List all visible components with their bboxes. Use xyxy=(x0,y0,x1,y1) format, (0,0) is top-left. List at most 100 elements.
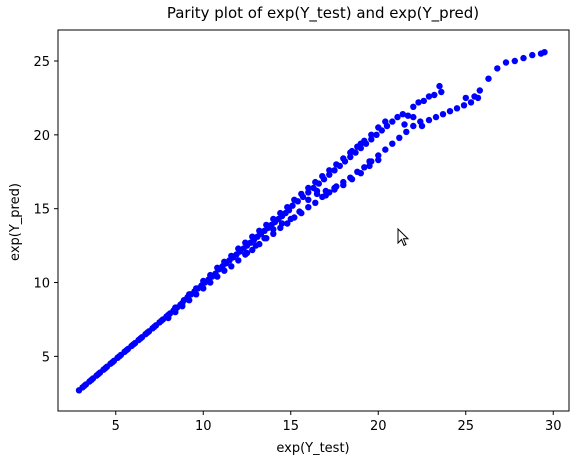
data-point xyxy=(389,118,396,125)
data-point xyxy=(278,220,286,227)
data-point xyxy=(158,317,165,325)
data-point xyxy=(261,235,268,242)
data-point xyxy=(382,146,389,153)
data-point xyxy=(193,291,200,298)
data-point xyxy=(373,131,380,138)
data-point xyxy=(432,113,440,121)
data-point xyxy=(252,242,259,249)
data-point xyxy=(340,181,347,189)
data-point xyxy=(165,314,172,322)
data-points xyxy=(75,49,548,394)
data-point xyxy=(326,171,333,178)
data-point xyxy=(256,227,263,234)
y-axis-label: exp(Y_pred) xyxy=(8,183,23,261)
chart-title: Parity plot of exp(Y_test) and exp(Y_pre… xyxy=(167,4,479,23)
data-point xyxy=(368,131,375,138)
data-point xyxy=(494,65,501,72)
data-point xyxy=(476,87,483,94)
data-point xyxy=(235,245,242,252)
data-point xyxy=(322,187,329,195)
data-point xyxy=(298,190,305,198)
data-point xyxy=(109,359,116,366)
data-point xyxy=(130,341,137,348)
data-point xyxy=(382,118,389,125)
y-tick-label: 5 xyxy=(42,350,50,365)
x-axis-label: exp(Y_test) xyxy=(276,441,349,456)
data-point xyxy=(228,263,235,270)
data-point xyxy=(389,140,396,147)
data-point xyxy=(326,167,333,174)
data-point xyxy=(242,239,249,246)
data-point xyxy=(340,155,347,162)
data-point xyxy=(460,102,468,109)
x-tick-label: 20 xyxy=(370,419,387,434)
data-point xyxy=(394,113,401,121)
data-point xyxy=(401,121,408,128)
data-point xyxy=(404,112,412,119)
data-point xyxy=(313,187,321,195)
data-point xyxy=(541,49,548,56)
data-point xyxy=(305,196,312,203)
data-point xyxy=(403,128,410,136)
data-point xyxy=(291,196,298,203)
data-point xyxy=(116,353,123,360)
data-point xyxy=(179,303,186,310)
data-point xyxy=(333,161,340,168)
data-point xyxy=(529,51,536,59)
y-tick-label: 25 xyxy=(33,55,50,70)
data-point xyxy=(207,271,214,279)
data-point xyxy=(331,167,338,174)
data-point xyxy=(366,162,373,170)
data-point xyxy=(214,264,221,271)
data-point xyxy=(263,221,270,229)
data-point xyxy=(312,178,319,186)
data-point xyxy=(410,113,417,121)
x-axis-ticks: 5 10 15 20 25 30 xyxy=(112,411,562,434)
y-tick-label: 15 xyxy=(33,203,50,218)
data-point xyxy=(396,134,403,141)
mouse-pointer-icon xyxy=(397,228,410,247)
y-axis-ticks: 5 10 15 20 25 xyxy=(33,55,58,365)
data-point xyxy=(347,153,354,161)
data-point xyxy=(511,57,518,65)
y-tick-label: 20 xyxy=(33,129,50,144)
data-point xyxy=(144,329,151,336)
data-point xyxy=(305,184,312,192)
x-tick-label: 30 xyxy=(545,419,562,434)
data-point xyxy=(221,267,228,274)
data-point xyxy=(357,140,364,147)
data-point xyxy=(221,258,228,265)
data-point xyxy=(418,122,426,130)
data-point xyxy=(249,246,256,254)
data-point xyxy=(270,226,277,233)
data-point xyxy=(284,220,291,227)
data-point xyxy=(425,93,433,100)
data-point xyxy=(200,285,207,292)
data-point xyxy=(439,111,447,118)
data-point xyxy=(375,156,382,164)
data-point xyxy=(348,147,356,155)
data-point xyxy=(462,94,469,102)
plot-area xyxy=(57,29,570,412)
data-point xyxy=(375,152,382,159)
data-point xyxy=(312,199,319,206)
data-point xyxy=(270,215,277,223)
data-point xyxy=(235,257,242,264)
x-tick-label: 10 xyxy=(195,419,212,434)
data-point xyxy=(520,54,527,62)
data-point xyxy=(357,170,364,177)
data-point xyxy=(102,365,109,372)
data-point xyxy=(214,273,221,280)
data-point xyxy=(193,285,200,292)
data-point xyxy=(471,93,478,100)
data-point xyxy=(319,173,326,180)
data-point xyxy=(436,82,443,90)
data-point xyxy=(502,59,510,66)
data-point xyxy=(305,204,312,211)
data-point xyxy=(453,105,461,112)
data-point xyxy=(348,176,356,183)
data-point xyxy=(277,209,284,217)
data-point xyxy=(296,208,303,215)
data-point xyxy=(228,252,235,260)
